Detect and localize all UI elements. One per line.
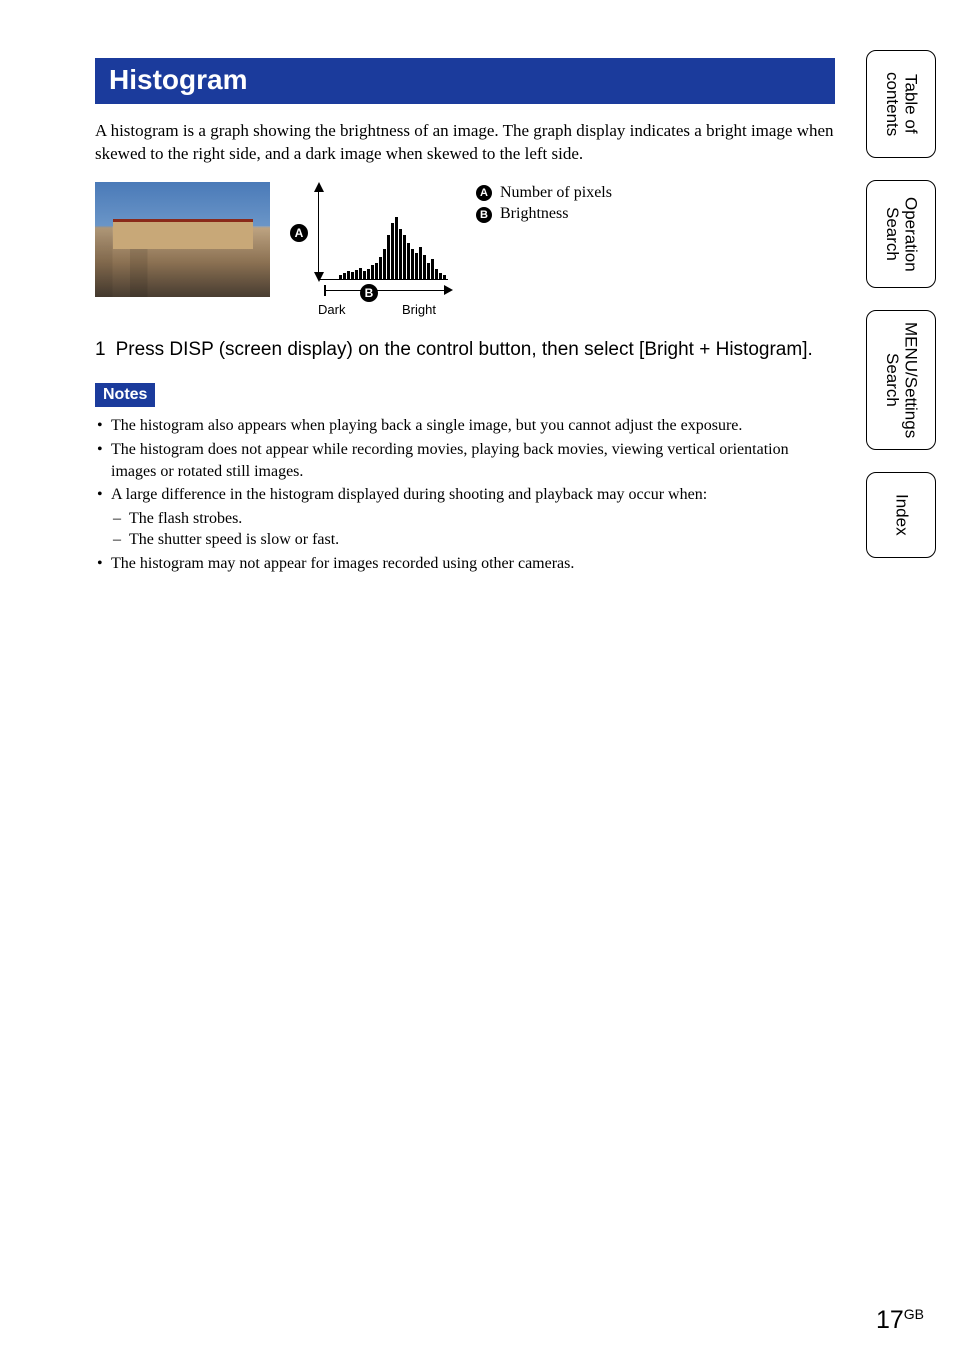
callout-a-icon: A [290,224,308,242]
step-text: Press DISP (screen display) on the contr… [116,337,813,364]
tab-table-of-contents[interactable]: Table ofcontents [866,50,936,158]
callout-b-icon: B [360,284,378,302]
y-arrow-down-icon [314,272,324,282]
note-item: The histogram does not appear while reco… [95,439,835,482]
notes-list: The histogram also appears when playing … [95,415,835,574]
figure-legend: A Number of pixels B Brightness [476,182,612,225]
legend-text-a: Number of pixels [500,184,612,201]
legend-bullet-b-icon: B [476,207,492,223]
axis-label-bright: Bright [402,302,436,317]
note-item: A large difference in the histogram disp… [95,484,835,551]
sub-note-item: The flash strobes. [111,508,835,530]
page-title: Histogram [95,58,835,104]
histogram-bars [319,190,448,279]
notes-heading: Notes [95,383,155,407]
figure-row: A B Dark Bright A Number of pixels B Bri… [95,182,835,317]
tab-label: OperationSearch [882,197,919,272]
x-axis-line [326,290,444,291]
sub-note-item: The shutter speed is slow or fast. [111,529,835,551]
note-text: A large difference in the histogram disp… [111,486,707,503]
legend-bullet-a-icon: A [476,185,492,201]
x-arrow-right-icon [444,285,453,295]
sub-notes-list: The flash strobes. The shutter speed is … [111,508,835,551]
axis-label-dark: Dark [318,302,345,317]
page-number-value: 17 [876,1306,904,1334]
histogram-frame [318,190,448,280]
tab-menu-settings-search[interactable]: MENU/SettingsSearch [866,310,936,450]
sample-photo [95,182,270,297]
main-content: Histogram A histogram is a graph showing… [95,58,835,577]
note-item: The histogram may not appear for images … [95,553,835,575]
tab-label: Table ofcontents [882,72,919,136]
note-item: The histogram also appears when playing … [95,415,835,437]
page-number: 17GB [876,1306,924,1335]
legend-item-a: A Number of pixels [476,182,612,204]
tab-operation-search[interactable]: OperationSearch [866,180,936,288]
tab-label: MENU/SettingsSearch [882,322,919,438]
legend-text-b: Brightness [500,205,568,222]
step-1: 1 Press DISP (screen display) on the con… [95,337,835,364]
tab-index[interactable]: Index [866,472,936,558]
tab-label: Index [892,494,911,536]
legend-item-b: B Brightness [476,203,612,225]
step-number: 1 [95,337,106,364]
intro-paragraph: A histogram is a graph showing the brigh… [95,120,835,166]
page-number-suffix: GB [904,1306,924,1322]
side-nav-tabs: Table ofcontents OperationSearch MENU/Se… [866,50,936,558]
histogram-diagram: A B Dark Bright [288,182,458,317]
